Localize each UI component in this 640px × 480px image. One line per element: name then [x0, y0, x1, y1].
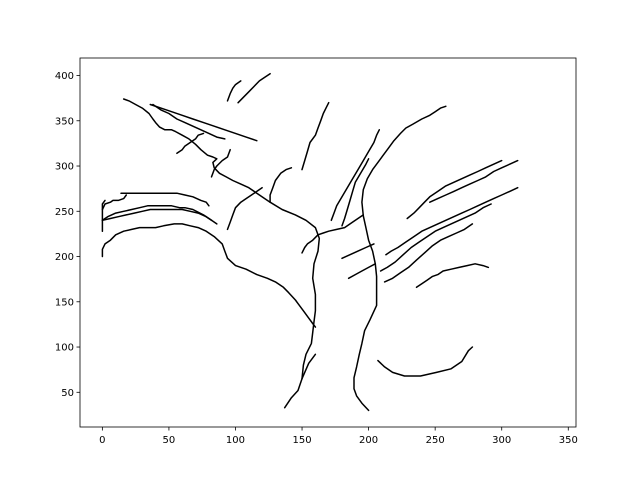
- series-line-28: [301, 214, 365, 254]
- series-line-27: [301, 101, 330, 171]
- series-lines: [101, 72, 519, 412]
- y-tick-label: 100: [55, 343, 74, 354]
- y-axis: 50 100 150 200 250 300 350 400: [55, 71, 80, 399]
- series-line-16: [120, 192, 210, 207]
- x-tick-label: 100: [226, 435, 245, 446]
- series-line-29: [330, 129, 381, 222]
- x-tick-label: 300: [492, 435, 511, 446]
- axes-frame: [79, 57, 577, 428]
- series-line-21: [176, 132, 205, 155]
- series-line-10: [341, 243, 375, 260]
- series-line-19: [226, 186, 263, 231]
- series-line-13: [101, 223, 317, 328]
- series-line-3: [301, 353, 317, 380]
- y-tick-label: 300: [55, 162, 74, 173]
- x-tick-label: 50: [163, 435, 176, 446]
- series-line-26: [269, 167, 293, 203]
- series-line-20: [210, 148, 231, 178]
- series-line-22: [149, 103, 258, 142]
- series-line-12: [415, 263, 490, 289]
- x-tick-label: 200: [359, 435, 378, 446]
- series-line-1: [122, 98, 321, 409]
- series-line-8: [406, 159, 503, 220]
- y-tick-label: 400: [55, 71, 74, 82]
- series-line-2: [353, 105, 447, 412]
- x-axis: 0 50 100 150 200 250 300 350: [99, 427, 578, 446]
- series-line-4: [377, 346, 474, 377]
- x-tick-label: 0: [99, 435, 105, 446]
- y-tick-label: 200: [55, 252, 74, 263]
- series-line-7: [385, 186, 519, 256]
- series-line-30: [341, 158, 370, 227]
- series-line-15: [101, 208, 213, 222]
- y-tick-label: 50: [61, 388, 74, 399]
- series-line-6: [379, 203, 492, 272]
- x-tick-label: 350: [559, 435, 578, 446]
- series-line-9: [429, 159, 519, 203]
- series-line-11: [347, 263, 377, 280]
- series-line-5: [383, 223, 474, 283]
- y-tick-label: 150: [55, 297, 74, 308]
- y-tick-label: 350: [55, 116, 74, 127]
- series-line-14: [101, 205, 218, 225]
- y-tick-label: 250: [55, 207, 74, 218]
- series-line-17: [101, 194, 128, 211]
- series-line-18: [101, 199, 106, 232]
- series-line-24: [237, 72, 271, 104]
- x-tick-label: 150: [292, 435, 311, 446]
- series-line-23: [152, 103, 226, 140]
- series-line-25: [226, 80, 242, 102]
- x-tick-label: 250: [426, 435, 445, 446]
